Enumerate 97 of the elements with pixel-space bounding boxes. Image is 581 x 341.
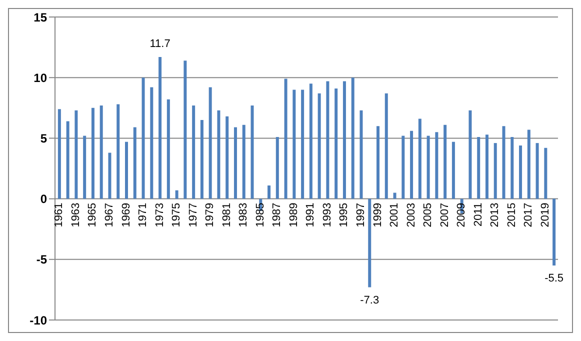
bar [544,148,548,199]
bar [166,99,170,199]
bar [125,142,128,199]
x-tick-label: 2017 [522,202,535,228]
bar [510,136,514,199]
bar [502,126,506,199]
bar [402,136,405,199]
bar [276,136,279,199]
x-tick-label: 2015 [506,202,518,228]
bar [426,136,430,199]
x-tick-label: 2013 [489,202,502,228]
bar [552,198,556,266]
x-tick-label: 1971 [137,202,150,228]
x-tick-label: 2009 [456,202,468,228]
x-tick-label: 1985 [254,202,266,228]
bar [342,81,346,199]
y-tick-label: 15 [34,10,48,24]
bar [334,88,338,199]
x-tick-label: 1997 [354,202,367,228]
bar [519,145,522,199]
bar [393,192,396,199]
bar [309,84,312,199]
bar [494,143,497,199]
bar [368,198,372,288]
bar [234,127,237,199]
x-tick-label: 1967 [103,202,116,228]
data-label: -7.3 [360,294,380,306]
bar [444,124,447,199]
bar [536,143,539,199]
bar [477,136,480,199]
y-tick-label: 0 [40,192,48,206]
x-tick-label: 2011 [472,202,484,226]
bar [351,78,354,199]
data-label: -5.5 [544,272,564,284]
bar [292,90,296,199]
x-tick-label: 2007 [438,202,451,228]
x-tick-label: 1961 [53,202,66,228]
bar [268,185,271,199]
bar [418,118,422,199]
x-tick-label: 1999 [372,202,384,228]
x-tick-label: 1975 [170,202,183,228]
y-tick-label: -5 [36,252,48,267]
x-tick-label: 2019 [539,202,552,228]
y-tick-label: -10 [30,313,48,328]
bar [83,136,86,199]
x-tick-label: 1973 [154,202,166,228]
x-tick-label: 2003 [405,202,418,228]
x-tick-label: 1983 [238,202,250,228]
bar [100,105,103,199]
x-tick-label: 2005 [422,202,434,228]
bar [226,116,229,199]
bar [435,132,438,199]
bar [91,108,94,199]
x-tick-label: 1965 [86,202,99,228]
x-tick-label: 1991 [304,202,317,228]
x-tick-label: 1977 [187,202,200,228]
bar [301,90,304,199]
data-label: 11.7 [150,38,170,50]
x-tick-label: 1987 [271,202,284,228]
x-tick-label: 1969 [120,202,132,228]
bar [318,93,321,199]
bar [192,105,196,199]
x-tick-label: 1963 [70,202,82,228]
bar [175,190,178,199]
x-tick-label: 1979 [204,202,216,228]
bar [116,104,120,199]
bar [360,110,363,199]
bar [208,87,212,199]
x-tick-label: 1981 [220,202,233,228]
bar [242,124,246,199]
bar [468,110,472,199]
y-tick-label: 10 [34,70,48,85]
bar [250,105,254,199]
bar [384,93,388,199]
x-tick-label: 1989 [288,202,300,228]
bar [376,126,380,199]
bar [108,152,112,199]
x-tick-label: 1993 [321,202,334,228]
bar [150,87,154,199]
bar [200,120,204,199]
bar [217,110,220,199]
bar [133,127,136,199]
bar [142,78,145,199]
bar [452,142,455,199]
x-tick-label: 2001 [388,202,401,228]
bar [158,56,162,199]
bar [58,109,61,199]
bar [66,121,70,199]
bar [410,130,414,199]
x-tick-label: 1995 [338,202,350,228]
bar [485,134,488,199]
bar [74,110,78,199]
bar [284,78,288,199]
y-tick-label: 5 [40,131,48,146]
bar [527,130,530,199]
bar [326,81,330,199]
bar [184,60,187,199]
